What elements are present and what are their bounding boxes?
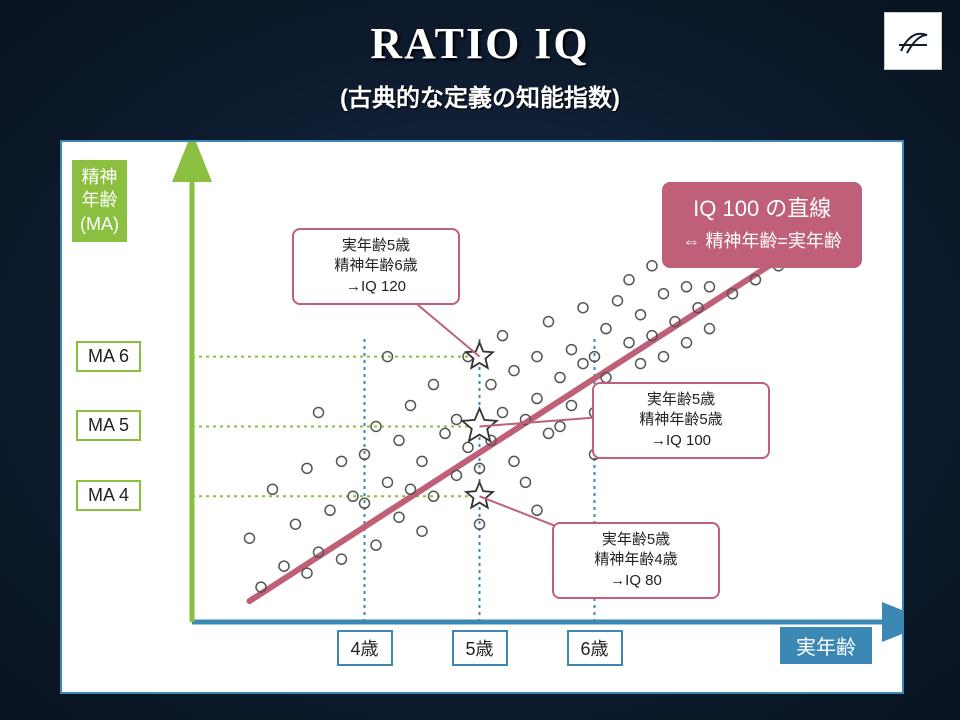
ratio-iq-chart: 精神 年齢 (MA) 実年齢 IQ 100 の直線 ⇔ 精神年齢=実年齢 MA … [60,140,904,694]
callout-2: 実年齢5歳精神年齢4歳→IQ 80 [552,522,720,599]
x-tick-label: 5歳 [452,630,508,666]
logo-icon [884,12,942,70]
callout-0: 実年齢5歳精神年齢6歳→IQ 120 [292,228,460,305]
callout-1: 実年齢5歳精神年齢5歳→IQ 100 [592,382,770,459]
slide: RATIO IQ (古典的な定義の知能指数) 精神 年齢 (MA) 実年齢 IQ… [0,0,960,720]
x-axis-label: 実年齢 [780,627,872,664]
y-axis-label: 精神 年齢 (MA) [72,160,127,242]
slide-title: RATIO IQ [0,18,960,69]
x-tick-label: 4歳 [337,630,393,666]
y-tick-label: MA 6 [76,341,141,372]
y-tick-label: MA 5 [76,410,141,441]
regression-label: IQ 100 の直線 ⇔ 精神年齢=実年齢 [662,182,862,268]
x-tick-label: 6歳 [567,630,623,666]
y-tick-label: MA 4 [76,480,141,511]
slide-subtitle: (古典的な定義の知能指数) [0,78,960,113]
